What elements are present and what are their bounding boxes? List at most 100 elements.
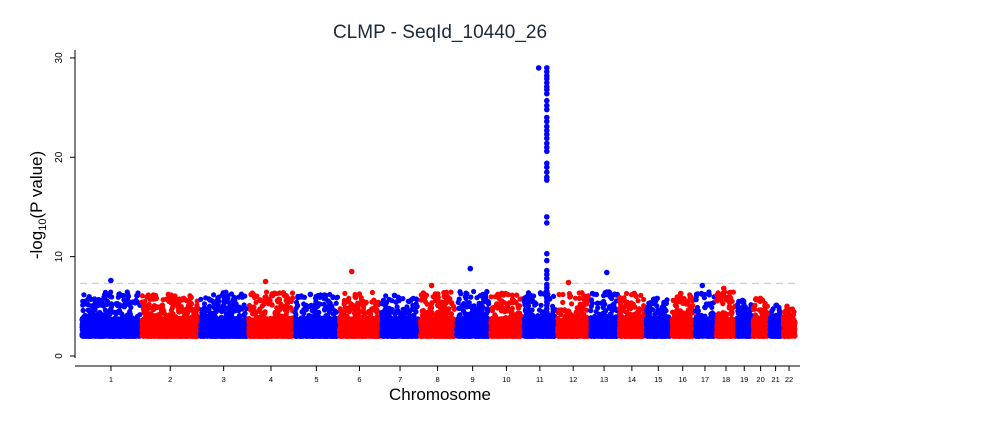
snp-point <box>161 310 167 316</box>
snp-point <box>88 318 94 324</box>
snp-point <box>139 327 145 333</box>
snp-point <box>248 333 254 339</box>
snp-point <box>119 332 126 338</box>
snp-point <box>183 298 190 304</box>
snp-point <box>273 332 279 338</box>
snp-point <box>199 310 205 316</box>
snp-point <box>293 299 300 305</box>
snp-point <box>220 302 227 309</box>
snp-point <box>345 297 351 303</box>
snp-point <box>161 332 167 338</box>
snp-point <box>144 330 150 336</box>
snp-point <box>298 293 304 299</box>
snp-point <box>106 333 112 339</box>
snp-point <box>301 332 307 338</box>
snp-point <box>186 324 192 330</box>
snp-point <box>155 333 162 339</box>
snp-point <box>313 298 319 305</box>
snp-point <box>133 317 139 323</box>
snp-point <box>373 306 379 312</box>
snp-point <box>140 332 146 338</box>
snp-point <box>104 301 110 307</box>
snp-point <box>85 297 91 303</box>
snp-point <box>179 333 185 339</box>
snp-point <box>326 318 332 324</box>
snp-point <box>127 322 133 328</box>
snp-point <box>229 310 235 316</box>
snp-point <box>157 315 163 322</box>
snp-point <box>242 293 248 299</box>
snp-point <box>149 305 155 311</box>
snp-point <box>102 291 108 298</box>
snp-point <box>222 320 228 326</box>
snp-point <box>184 310 190 316</box>
snp-point <box>313 310 320 316</box>
snp-point <box>85 329 91 335</box>
snp-point <box>314 330 320 336</box>
snp-point <box>293 333 299 339</box>
snp-point <box>322 333 328 339</box>
snp-point <box>150 327 156 333</box>
snp-point <box>299 309 305 315</box>
snp-point <box>150 320 156 326</box>
snp-point <box>352 291 358 298</box>
snp-point <box>256 308 262 314</box>
snp-point <box>129 331 135 337</box>
snp-point <box>199 317 205 323</box>
snp-point <box>141 302 147 308</box>
snp-point <box>257 320 263 326</box>
snp-point <box>227 322 233 328</box>
snp-point <box>216 298 222 304</box>
snp-point <box>346 309 352 315</box>
snp-point <box>203 295 209 301</box>
snp-point <box>160 322 166 328</box>
snp-point <box>248 291 254 298</box>
snp-point <box>81 292 87 298</box>
snp-point <box>371 297 377 303</box>
snp-point <box>121 304 127 310</box>
peak-snp-point <box>223 289 229 296</box>
snp-point <box>331 321 337 327</box>
snp-point <box>101 325 107 331</box>
snp-point <box>332 309 338 315</box>
snp-point <box>247 307 254 313</box>
snp-point <box>167 316 174 322</box>
snp-point <box>212 324 218 330</box>
snp-point <box>91 306 97 312</box>
snp-point <box>281 306 288 312</box>
snp-point <box>161 328 167 334</box>
snp-point <box>253 299 259 305</box>
snp-point <box>211 292 217 298</box>
chart-title: CLMP - SeqId_10440_26 <box>333 22 547 43</box>
snp-point <box>323 323 329 329</box>
peak-snp-point <box>307 291 314 298</box>
snp-point <box>276 305 282 311</box>
snp-point <box>101 320 107 326</box>
snp-point <box>198 326 204 332</box>
snp-point <box>326 299 332 305</box>
snp-point <box>337 306 343 312</box>
snp-point <box>358 295 364 301</box>
snp-point <box>225 305 232 311</box>
snp-point <box>262 309 268 315</box>
snp-point <box>97 332 104 338</box>
snp-point <box>115 294 121 300</box>
snp-point <box>184 306 190 312</box>
snp-point <box>261 301 267 307</box>
snp-point <box>139 293 145 299</box>
snp-point <box>176 309 182 315</box>
snp-point <box>248 325 254 331</box>
snp-point <box>264 319 270 325</box>
snp-point <box>113 301 119 307</box>
snp-point <box>163 296 169 302</box>
snp-point <box>124 315 130 322</box>
snp-point <box>135 332 141 338</box>
snp-point <box>79 323 86 329</box>
snp-point <box>128 300 134 306</box>
peak-snp-point <box>108 277 114 284</box>
snp-point <box>187 302 193 308</box>
points-layer <box>79 65 798 339</box>
snp-point <box>239 306 245 312</box>
snp-point <box>150 292 156 298</box>
snp-point <box>125 293 132 299</box>
